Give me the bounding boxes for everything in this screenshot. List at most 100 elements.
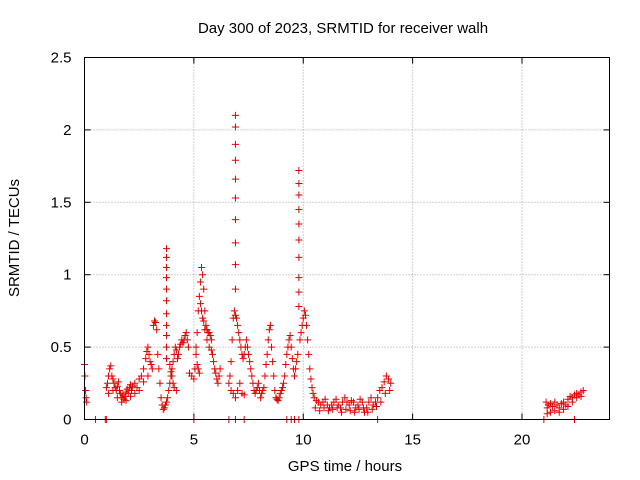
data-point [341, 394, 349, 402]
data-point [304, 336, 312, 344]
data-point [156, 379, 164, 387]
y-tick-label: 0.5 [51, 339, 72, 356]
grid-lines [84, 57, 610, 420]
data-point [173, 355, 181, 363]
data-point [160, 404, 168, 412]
data-point [151, 317, 158, 325]
data-point [165, 387, 173, 395]
data-point [190, 375, 198, 383]
x-tick-label: 0 [80, 432, 88, 449]
data-point [285, 336, 293, 344]
data-point [295, 206, 303, 214]
data-point [262, 360, 270, 368]
data-point [184, 343, 192, 351]
data-point [236, 379, 244, 387]
data-point [195, 369, 203, 377]
data-point [231, 140, 239, 148]
axis-ticks [84, 57, 610, 420]
data-point [231, 175, 239, 183]
data-point [263, 350, 271, 358]
data-point [281, 372, 289, 380]
data-point [235, 329, 243, 337]
data-point [329, 405, 337, 413]
data-point [183, 336, 191, 344]
data-point [373, 402, 381, 410]
data-point [231, 394, 239, 402]
data-point [294, 350, 302, 358]
y-tick-label: 2.5 [51, 50, 72, 67]
data-point [239, 355, 247, 363]
data-point [212, 369, 220, 377]
data-point [345, 401, 353, 409]
data-point [154, 350, 162, 358]
data-point [227, 358, 235, 366]
data-point [301, 311, 309, 319]
data-point [164, 394, 172, 402]
data-point [169, 358, 177, 366]
y-axis-label: SRMTID / TECUs [6, 179, 23, 297]
data-point [295, 179, 303, 187]
data-point [202, 321, 210, 329]
data-point [215, 372, 223, 380]
data-point [549, 402, 557, 410]
data-point [142, 355, 150, 363]
data-point [234, 321, 242, 329]
data-point [351, 408, 359, 416]
data-point [131, 389, 139, 397]
data-point [295, 166, 303, 174]
data-point [161, 401, 169, 409]
data-point [108, 372, 116, 380]
data-point [163, 297, 171, 305]
data-point [231, 156, 239, 164]
chart-title: Day 300 of 2023, SRMTID for receiver wal… [198, 20, 488, 37]
data-point [295, 288, 303, 296]
data-point [300, 307, 308, 315]
x-tick-label: 5 [190, 432, 198, 449]
data-point [257, 394, 265, 402]
data-point [234, 387, 242, 395]
data-point [82, 387, 90, 395]
data-point [333, 404, 341, 412]
data-point [82, 394, 90, 402]
data-points [81, 111, 587, 423]
data-point [109, 387, 117, 395]
data-point [320, 404, 328, 412]
data-point [182, 329, 190, 337]
data-point [163, 245, 171, 253]
data-point [192, 350, 200, 358]
y-tick-label: 0 [63, 412, 71, 429]
data-point [269, 358, 277, 366]
x-tick-labels: 0 5 10 15 20 [80, 432, 530, 449]
data-point [205, 329, 213, 337]
data-point [193, 360, 201, 368]
data-point [231, 194, 239, 202]
data-point [573, 394, 581, 402]
data-point [147, 360, 155, 368]
data-point [377, 398, 385, 406]
data-point [368, 405, 376, 413]
data-point [172, 387, 180, 395]
data-point [172, 346, 180, 354]
x-tick-label: 10 [295, 432, 312, 449]
data-point [226, 372, 234, 380]
data-point [140, 365, 148, 373]
data-point [144, 343, 152, 351]
data-point [198, 307, 206, 315]
data-point [261, 372, 269, 380]
data-point [233, 314, 241, 322]
data-point [229, 389, 237, 397]
data-point [286, 332, 294, 340]
y-tick-label: 1 [63, 267, 71, 284]
data-point [278, 384, 286, 392]
data-point [163, 263, 171, 271]
data-point [295, 303, 303, 311]
data-point [274, 397, 282, 405]
data-point [169, 379, 177, 387]
data-point [163, 355, 171, 363]
data-point [155, 365, 163, 373]
data-point [168, 365, 176, 373]
data-point [297, 329, 305, 337]
data-point [231, 111, 239, 119]
data-point [385, 375, 393, 383]
